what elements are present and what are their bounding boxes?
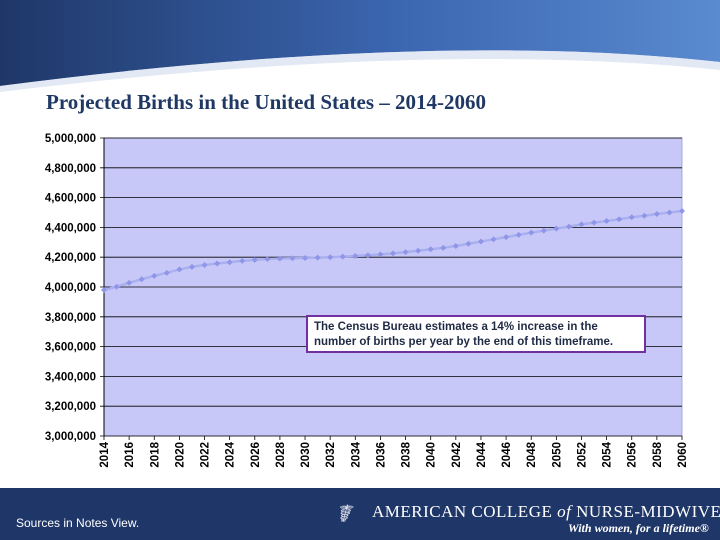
data-point-marker (226, 259, 233, 266)
y-tick-label: 3,400,000 (45, 371, 96, 383)
x-tick-label: 2014 (99, 441, 111, 467)
slide-title: Projected Births in the United States – … (46, 90, 486, 114)
x-tick-label: 2056 (627, 442, 639, 468)
x-tick-label: 2054 (602, 441, 614, 467)
data-point-marker (540, 227, 547, 234)
data-point-marker (214, 260, 221, 267)
y-tick-label: 3,000,000 (45, 431, 96, 443)
annotation-box: The Census Bureau estimates a 14% increa… (306, 315, 646, 353)
data-point-marker (465, 240, 472, 247)
data-point-marker (503, 234, 510, 241)
x-tick-label: 2060 (677, 442, 689, 468)
data-point-marker (327, 254, 334, 261)
annotation-text: The Census Bureau estimates a 14% increa… (314, 321, 614, 348)
data-point-marker (641, 212, 648, 219)
data-point-marker (427, 246, 434, 253)
data-point-marker (515, 231, 522, 238)
data-point-marker (603, 217, 610, 224)
y-tick-label: 4,200,000 (45, 252, 96, 264)
data-point-marker (390, 250, 396, 257)
data-point-marker (151, 272, 158, 279)
data-point-marker (201, 261, 208, 268)
data-point-marker (402, 249, 409, 256)
y-tick-label: 3,600,000 (45, 342, 96, 354)
data-point-marker (553, 225, 560, 232)
x-tick-label: 2052 (576, 442, 588, 468)
y-tick-label: 4,000,000 (45, 282, 96, 294)
data-point-marker (126, 279, 133, 286)
data-point-marker (477, 238, 484, 245)
data-point-marker (352, 253, 359, 260)
x-tick-label: 2046 (501, 442, 513, 468)
data-point-marker (490, 236, 497, 243)
data-point-marker (251, 256, 258, 263)
data-point-marker (578, 221, 585, 228)
x-tick-label: 2044 (476, 441, 488, 467)
acnm-name-part1: AMERICAN COLLEGE (372, 502, 558, 521)
data-point-marker (616, 216, 623, 223)
data-point-marker (276, 255, 283, 262)
footer-bar: Sources in Notes View. ☤ AMERICAN COLLEG… (0, 488, 720, 540)
x-tick-label: 2048 (526, 441, 538, 467)
data-point-marker (163, 269, 170, 276)
x-tick-label: 2026 (250, 442, 262, 468)
x-tick-label: 2030 (300, 442, 312, 468)
x-tick-label: 2038 (401, 441, 413, 467)
x-tick-label: 2040 (426, 442, 438, 468)
data-point-marker (101, 286, 107, 293)
acnm-logo: ☤ AMERICAN COLLEGE of NURSE-MIDWIVES Wit… (335, 498, 720, 540)
data-point-marker (528, 229, 535, 236)
data-point-marker (666, 209, 673, 216)
x-tick-label: 2042 (451, 442, 463, 468)
data-point-marker (339, 253, 346, 260)
data-point-marker (679, 208, 685, 215)
data-point-marker (653, 210, 660, 217)
sources-note: Sources in Notes View. (16, 516, 140, 530)
y-tick-label: 4,400,000 (45, 222, 96, 234)
y-tick-label: 3,800,000 (45, 312, 96, 324)
x-tick-label: 2020 (174, 442, 186, 468)
x-tick-label: 2016 (124, 442, 136, 468)
data-point-marker (591, 219, 598, 226)
x-tick-label: 2022 (200, 442, 212, 468)
data-point-marker (188, 263, 195, 270)
births-line-chart: 3,000,000 3,200,000 3,400,000 3,600,000 3,80… (45, 133, 689, 468)
data-point-marker (452, 243, 459, 250)
acnm-name-part2: NURSE-MIDWIVES (571, 502, 720, 521)
x-tick-label: 2024 (225, 441, 237, 467)
y-tick-label: 3,200,000 (45, 401, 96, 413)
data-point-marker (364, 252, 371, 259)
acnm-logo-mark-icon: ☤ (335, 502, 352, 528)
data-point-marker (565, 223, 572, 230)
data-point-marker (176, 266, 183, 273)
data-point-marker (415, 247, 422, 254)
x-tick-label: 2050 (551, 442, 563, 468)
x-tick-label: 2036 (375, 442, 387, 468)
data-point-marker (138, 276, 145, 283)
x-tick-label: 2032 (325, 442, 337, 468)
x-tick-label: 2028 (275, 441, 287, 467)
data-point-marker (264, 255, 271, 262)
header-banner (0, 0, 720, 92)
x-tick-label: 2034 (350, 441, 362, 467)
data-point-marker (239, 257, 246, 264)
x-tick-label: 2018 (149, 441, 161, 467)
acnm-tagline: With women, for a lifetime® (568, 521, 709, 535)
acnm-name-of: of (557, 502, 572, 521)
data-point-marker (440, 244, 447, 251)
data-point-marker (628, 214, 635, 221)
acnm-logo-name: AMERICAN COLLEGE of NURSE-MIDWIVES (372, 502, 720, 522)
data-point-marker (113, 283, 120, 290)
data-point-marker (314, 254, 321, 261)
data-point-marker (377, 251, 384, 258)
data-point-marker (302, 254, 309, 261)
x-tick-label: 2058 (652, 441, 664, 467)
y-tick-label: 4,600,000 (45, 193, 96, 205)
y-tick-label: 4,800,000 (45, 163, 96, 175)
y-tick-label: 5,000,000 (45, 133, 96, 145)
